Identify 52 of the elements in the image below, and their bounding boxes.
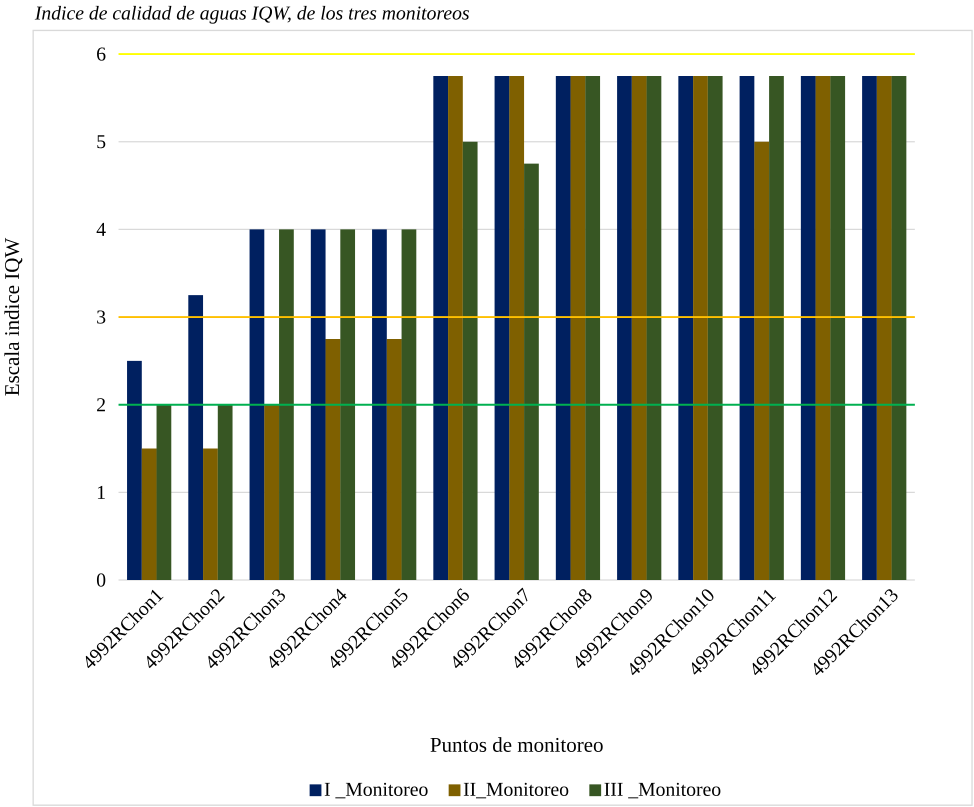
bar — [876, 76, 892, 580]
legend-label: II_Monitoreo — [464, 782, 568, 798]
y-tick-label: 4 — [96, 222, 106, 236]
bar — [402, 229, 416, 580]
y-tick-label: 5 — [97, 135, 106, 148]
bar — [708, 76, 723, 580]
y-tick-label: 2 — [97, 398, 105, 412]
y-tick-label: 3 — [97, 310, 106, 324]
bar — [693, 76, 708, 580]
bar — [250, 229, 264, 580]
bar — [678, 76, 694, 580]
bar — [816, 76, 830, 580]
bar — [570, 76, 586, 580]
bar — [494, 76, 510, 580]
bar — [218, 404, 233, 580]
chart-title: Indice de calidad de aguas IQW, de los tres monitoreos — [34, 6, 469, 24]
bar — [509, 76, 524, 580]
bar — [448, 76, 463, 580]
bar — [556, 76, 571, 580]
bar — [142, 448, 157, 580]
bar — [203, 448, 218, 580]
bar — [862, 76, 877, 580]
bar — [740, 76, 754, 580]
bar — [433, 76, 448, 580]
bar — [617, 76, 632, 580]
bar — [754, 142, 770, 580]
legend-label: III _Monitoreo — [604, 782, 720, 798]
y-tick-label: 0 — [96, 573, 106, 587]
bar — [585, 76, 600, 580]
legend-label: I _Monitoreo — [324, 782, 428, 798]
bar — [632, 76, 647, 580]
bar — [386, 338, 402, 580]
bar — [462, 142, 478, 580]
bar — [188, 295, 204, 580]
bar — [892, 76, 906, 580]
y-tick-label: 1 — [98, 486, 105, 499]
bar — [310, 229, 326, 580]
y-axis-title: Escala indice IQW — [4, 238, 22, 396]
bar — [279, 229, 294, 580]
bar — [524, 164, 539, 580]
bar — [830, 76, 846, 580]
bar — [800, 76, 816, 580]
x-axis-title: Puntos de monitoreo — [430, 737, 603, 752]
bar — [769, 76, 784, 580]
bar — [156, 404, 172, 580]
bar — [264, 404, 280, 580]
bar — [127, 360, 142, 580]
y-tick-label: 6 — [97, 47, 106, 61]
bar — [340, 229, 356, 580]
bar — [646, 76, 662, 580]
bar — [372, 229, 387, 580]
bar — [326, 338, 340, 580]
